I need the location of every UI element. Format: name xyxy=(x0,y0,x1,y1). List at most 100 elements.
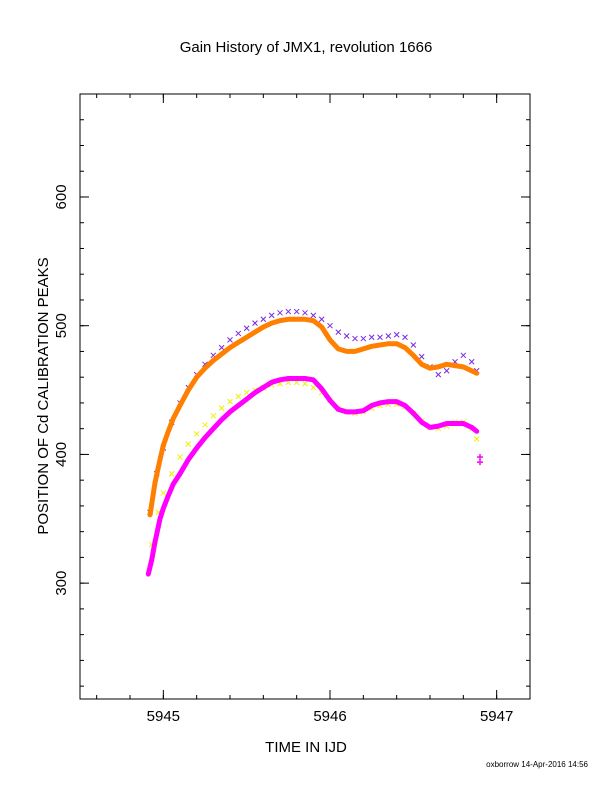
data-point xyxy=(335,329,342,335)
data-point-stroke xyxy=(352,335,358,342)
data-point-stroke xyxy=(218,344,225,351)
series-1 xyxy=(148,379,480,548)
data-point-stroke xyxy=(460,352,467,359)
plot-frame xyxy=(79,93,531,700)
x-tick-label: 5947 xyxy=(480,708,513,725)
data-point xyxy=(310,384,317,391)
data-point xyxy=(193,430,200,437)
data-point-stroke xyxy=(393,331,400,338)
data-point-stroke xyxy=(268,312,275,319)
data-point-stroke xyxy=(252,320,258,326)
data-point xyxy=(477,459,483,466)
data-point-stroke xyxy=(202,421,208,428)
series-line xyxy=(147,316,480,518)
data-point xyxy=(177,454,183,460)
data-point xyxy=(285,308,292,315)
data-point xyxy=(268,312,275,319)
data-point xyxy=(327,322,333,329)
data-point-stroke xyxy=(243,325,250,332)
data-point-stroke xyxy=(385,333,392,339)
series-layer xyxy=(145,308,483,577)
data-point-stroke xyxy=(302,309,308,316)
data-point xyxy=(218,344,225,351)
data-point xyxy=(410,342,417,348)
y-tick-label: 600 xyxy=(53,184,70,209)
data-point-stroke xyxy=(318,316,325,323)
y-tick-label: 400 xyxy=(53,442,70,467)
chart-title: Gain History of JMX1, revolution 1666 xyxy=(180,39,433,56)
data-point xyxy=(293,308,300,315)
data-point xyxy=(377,334,383,341)
y-axis-label: POSITION OF Cd CALIBRATION PEAKS xyxy=(35,257,52,534)
data-point-stroke xyxy=(360,335,367,342)
data-point xyxy=(468,358,475,365)
data-point xyxy=(252,320,258,326)
data-point-stroke xyxy=(410,342,417,348)
data-point-stroke xyxy=(468,358,475,365)
data-point xyxy=(243,389,250,396)
data-point xyxy=(418,353,425,360)
data-point xyxy=(168,470,175,477)
data-point-stroke xyxy=(210,352,217,359)
data-point xyxy=(368,334,375,341)
data-point xyxy=(473,436,480,442)
data-point xyxy=(435,371,442,378)
data-point xyxy=(393,331,400,338)
data-point xyxy=(318,316,325,323)
data-point-stroke xyxy=(260,316,267,323)
x-axis-label: TIME IN IJD xyxy=(265,739,347,756)
series-0 xyxy=(147,308,480,516)
x-tick-label: 5946 xyxy=(313,708,346,725)
data-point-stroke xyxy=(168,470,175,477)
data-point xyxy=(202,421,208,428)
data-point-stroke xyxy=(285,308,292,315)
data-point xyxy=(343,333,350,339)
data-point xyxy=(260,316,267,323)
data-point xyxy=(402,334,408,341)
data-point-stroke xyxy=(377,334,383,341)
y-tick-label: 500 xyxy=(53,313,70,338)
data-point xyxy=(227,337,233,343)
data-point-stroke xyxy=(343,333,350,339)
data-point-stroke xyxy=(227,398,233,405)
data-point xyxy=(235,393,242,400)
data-point xyxy=(443,367,450,374)
data-point xyxy=(185,441,192,447)
data-point-stroke xyxy=(235,393,242,400)
data-point-stroke xyxy=(202,361,208,368)
series-line xyxy=(145,376,480,577)
data-point xyxy=(310,312,317,319)
data-point xyxy=(243,325,250,332)
axis-ticks: 5945 5946 5947 300 400 500 600 xyxy=(53,94,531,725)
data-point xyxy=(302,309,308,316)
data-point-stroke xyxy=(193,430,200,437)
data-point-stroke xyxy=(293,308,300,315)
data-point-stroke xyxy=(243,389,250,396)
data-point-stroke xyxy=(160,490,167,496)
data-point xyxy=(477,454,483,460)
y-tick-label: 300 xyxy=(53,571,70,596)
data-point-stroke xyxy=(218,405,225,411)
series-4 xyxy=(477,454,483,466)
data-point xyxy=(210,412,217,419)
data-point-stroke xyxy=(277,309,283,316)
x-tick-label: 5945 xyxy=(147,708,180,725)
data-point-stroke xyxy=(227,337,233,343)
data-point xyxy=(360,335,367,342)
data-point xyxy=(302,380,308,387)
data-point xyxy=(160,490,167,496)
footer-credit: oxborrow 14-Apr-2016 14:56 xyxy=(486,760,588,769)
data-point-stroke xyxy=(302,380,308,387)
series-3 xyxy=(145,376,480,577)
data-point-stroke xyxy=(185,441,192,447)
data-point-stroke xyxy=(435,371,442,378)
data-point-stroke xyxy=(368,334,375,341)
data-point-stroke xyxy=(473,436,480,442)
data-point xyxy=(218,405,225,411)
data-point xyxy=(460,352,467,359)
data-point xyxy=(385,333,392,339)
data-point-stroke xyxy=(443,367,450,374)
data-point xyxy=(277,309,283,316)
data-point-stroke xyxy=(177,454,183,460)
